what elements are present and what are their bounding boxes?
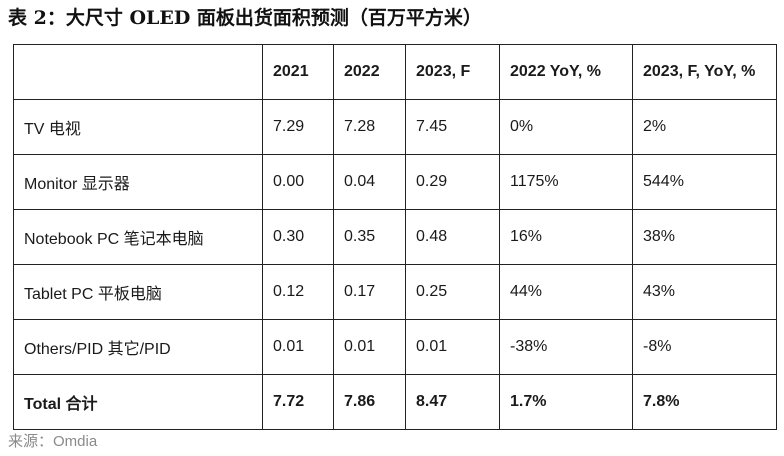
table-cell: 38% [632, 209, 777, 265]
row-label: TV 电视 [13, 99, 263, 155]
table-cell: 0.48 [405, 209, 500, 265]
table-cell: 0.35 [333, 209, 406, 265]
row-label: Notebook PC 笔记本电脑 [13, 209, 263, 265]
header-cell: 2023, F, YoY, % [632, 44, 777, 100]
header-cell: 2022 [333, 44, 406, 100]
source-note: 来源：Omdia [8, 433, 98, 450]
table-cell: 0.29 [405, 154, 500, 210]
oled-shipment-table: 2021 2022 2023, F 2022 YoY, % 2023, F, Y… [13, 44, 777, 430]
table-cell: 7.72 [262, 374, 334, 430]
table-cell: 7.29 [262, 99, 334, 155]
table-cell: 7.28 [333, 99, 406, 155]
header-cell: 2022 YoY, % [499, 44, 633, 100]
table-cell: 1175% [499, 154, 633, 210]
table-cell: 7.45 [405, 99, 500, 155]
header-cell [13, 44, 263, 100]
table-cell: -38% [499, 319, 633, 375]
table-cell: 44% [499, 264, 633, 320]
table-cell: 544% [632, 154, 777, 210]
table-cell: 0.30 [262, 209, 334, 265]
table-cell: 8.47 [405, 374, 500, 430]
table-cell: 7.86 [333, 374, 406, 430]
table-row: TV 电视 7.29 7.28 7.45 0% 2% [13, 99, 777, 155]
table-cell: -8% [632, 319, 777, 375]
table-cell: 0.01 [262, 319, 334, 375]
table-row: Tablet PC 平板电脑 0.12 0.17 0.25 44% 43% [13, 264, 777, 320]
table-row: Others/PID 其它/PID 0.01 0.01 0.01 -38% -8… [13, 319, 777, 375]
table-cell: 0.12 [262, 264, 334, 320]
table-cell: 0.17 [333, 264, 406, 320]
total-row: Total 合计 7.72 7.86 8.47 1.7% 7.8% [13, 374, 777, 430]
header-cell: 2023, F [405, 44, 500, 100]
table-cell: 0.04 [333, 154, 406, 210]
table-cell: 0.01 [405, 319, 500, 375]
table-cell: 43% [632, 264, 777, 320]
row-label: Others/PID 其它/PID [13, 319, 263, 375]
table-cell: 2% [632, 99, 777, 155]
table-cell: 0% [499, 99, 633, 155]
row-label: Monitor 显示器 [13, 154, 263, 210]
table-row: Notebook PC 笔记本电脑 0.30 0.35 0.48 16% 38% [13, 209, 777, 265]
table-cell: 0.01 [333, 319, 406, 375]
table-cell: 0.00 [262, 154, 334, 210]
table-cell: 7.8% [632, 374, 777, 430]
header-row: 2021 2022 2023, F 2022 YoY, % 2023, F, Y… [13, 44, 777, 100]
table-title: 表 2：大尺寸 OLED 面板出货面积预测（百万平方米） [8, 7, 482, 29]
table-cell: 16% [499, 209, 633, 265]
table-cell: 0.25 [405, 264, 500, 320]
table-row: Monitor 显示器 0.00 0.04 0.29 1175% 544% [13, 154, 777, 210]
row-label: Tablet PC 平板电脑 [13, 264, 263, 320]
header-cell: 2021 [262, 44, 334, 100]
row-label: Total 合计 [13, 374, 263, 430]
table-cell: 1.7% [499, 374, 633, 430]
